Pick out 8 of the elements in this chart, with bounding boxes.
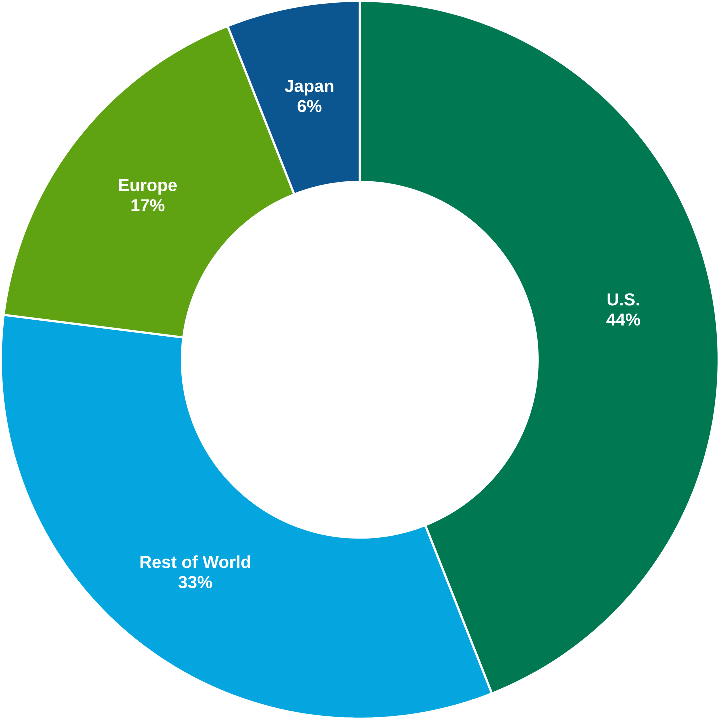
- slice-label: Rest of World: [140, 556, 250, 568]
- slice-label: Japan: [285, 80, 334, 96]
- data-label: 17%: [132, 199, 165, 212]
- data-label: 33%: [178, 576, 212, 588]
- data-label: 44%: [606, 314, 640, 326]
- slice-label: U.S.: [608, 294, 640, 306]
- data-label: 6%: [298, 100, 322, 112]
- slice-label: Europe: [119, 179, 178, 195]
